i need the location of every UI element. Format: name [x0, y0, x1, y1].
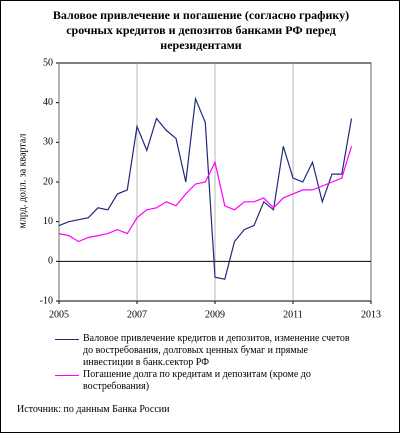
x-tick-label: 2011	[283, 309, 303, 320]
x-tick-label: 2007	[127, 309, 147, 320]
y-tick-label: 30	[43, 137, 53, 148]
legend-swatch	[55, 339, 79, 340]
series-line	[58, 146, 353, 243]
x-tick-label: 2005	[49, 309, 69, 320]
legend-swatch	[55, 375, 79, 376]
y-tick-label: 50	[43, 57, 53, 68]
y-tick-label: 40	[43, 97, 53, 108]
y-axis-label: млрд. долл. за квартал	[17, 134, 28, 229]
y-tick-label: 20	[43, 176, 53, 187]
y-tick-label: -10	[40, 295, 53, 306]
y-tick-label: 10	[43, 216, 53, 227]
x-tick-label: 2009	[205, 309, 225, 320]
legend-label: Валовое привлечение кредитов и депозитов…	[83, 333, 350, 368]
y-tick-label: 0	[48, 256, 53, 267]
legend-label: Погашение долга по кредитам и депозитам …	[83, 369, 311, 392]
chart-title: Валовое привлечение и погашение (согласн…	[52, 8, 350, 52]
x-tick-label: 2013	[361, 309, 381, 320]
series-line	[58, 96, 353, 280]
source-note: Источник: по данным Банка России	[17, 404, 170, 415]
